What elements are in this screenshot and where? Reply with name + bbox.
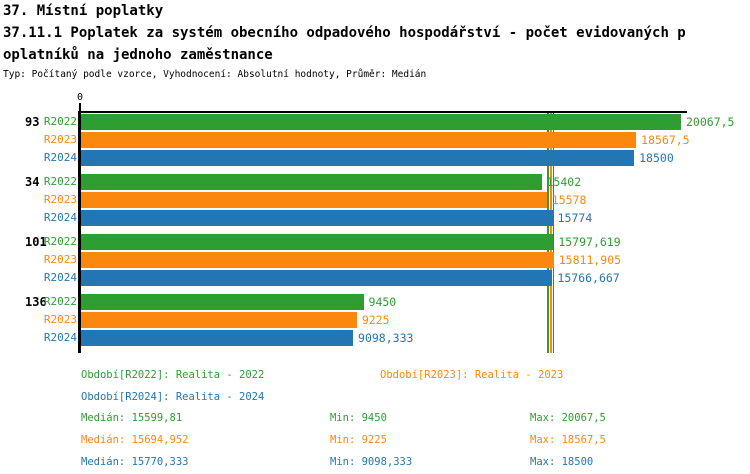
stat-max-r2022: Max: 20067,5 (530, 412, 606, 424)
series-label-r2024: R2024 (43, 151, 77, 164)
chart-subtitle-line1: 37.11.1 Poplatek za systém obecního odpa… (3, 25, 686, 41)
axis-y-line (78, 111, 81, 353)
bar-93-r2022 (81, 114, 681, 130)
series-label-r2024: R2024 (43, 211, 77, 224)
bar-101-r2024 (81, 270, 553, 286)
median-line-r2022 (547, 113, 549, 353)
axis-top-line (79, 111, 687, 113)
stat-max-r2024: Max: 18500 (530, 456, 594, 468)
series-label-r2024: R2024 (43, 271, 77, 284)
bar-34-r2024 (81, 210, 553, 226)
series-label-r2023: R2023 (43, 193, 77, 206)
value-label-34-r2023: 15578 (551, 193, 587, 207)
value-label-34-r2024: 15774 (557, 211, 593, 225)
median-line-r2023 (550, 113, 552, 353)
value-label-93-r2024: 18500 (639, 151, 674, 165)
page-title: 37. Místní poplatky (3, 3, 164, 19)
category-label-34: 34 (25, 175, 40, 189)
stat-min-r2023: Min: 9225 (330, 434, 387, 446)
bar-93-r2024 (81, 150, 635, 166)
value-label-93-r2023: 18567,5 (641, 133, 690, 147)
bar-34-r2022 (81, 174, 542, 190)
value-label-136-r2024: 9098,333 (358, 331, 414, 345)
series-label-r2022: R2022 (43, 175, 77, 188)
stat-min-r2024: Min: 9098,333 (330, 456, 413, 468)
legend-item-r2022: Období[R2022]: Realita - 2022 (81, 369, 265, 381)
chart-meta-line: Typ: Počítaný podle vzorce, Vyhodnocení:… (3, 69, 427, 80)
series-label-r2022: R2022 (43, 295, 77, 308)
bar-136-r2022 (81, 294, 364, 310)
stat-median-r2022: Medián: 15599,81 (81, 412, 183, 424)
stat-min-r2022: Min: 9450 (330, 412, 387, 424)
value-label-136-r2022: 9450 (368, 295, 397, 309)
stat-median-r2023: Medián: 15694,952 (81, 434, 189, 446)
series-label-r2023: R2023 (43, 253, 77, 266)
series-label-r2022: R2022 (43, 235, 77, 248)
series-label-r2022: R2022 (43, 115, 77, 128)
value-label-101-r2022: 15797,619 (558, 235, 621, 249)
series-label-r2024: R2024 (43, 331, 77, 344)
stat-max-r2023: Max: 18567,5 (530, 434, 606, 446)
legend-item-r2024: Období[R2024]: Realita - 2024 (81, 391, 265, 403)
series-label-r2023: R2023 (43, 313, 77, 326)
value-label-93-r2022: 20067,5 (686, 115, 735, 129)
bar-93-r2023 (81, 132, 637, 148)
median-line-r2024 (552, 113, 555, 353)
category-label-136: 136 (25, 295, 47, 309)
axis-tick (79, 103, 81, 111)
bar-101-r2022 (81, 234, 554, 250)
value-label-101-r2023: 15811,905 (558, 253, 622, 267)
chart-subtitle-line2: oplatníků na jednoho zaměstnance (3, 47, 273, 63)
category-label-101: 101 (25, 235, 47, 249)
bar-136-r2024 (81, 330, 354, 346)
bar-34-r2023 (81, 192, 547, 208)
axis-zero-label: 0 (76, 92, 84, 103)
series-label-r2023: R2023 (43, 133, 77, 146)
legend-item-r2023: Období[R2023]: Realita - 2023 (380, 369, 564, 381)
category-label-93: 93 (25, 115, 40, 129)
bar-101-r2023 (81, 252, 554, 268)
stat-median-r2024: Medián: 15770,333 (81, 456, 189, 468)
value-label-34-r2022: 15402 (546, 175, 582, 189)
bar-136-r2023 (81, 312, 357, 328)
value-label-136-r2023: 9225 (361, 313, 390, 327)
value-label-101-r2024: 15766,667 (557, 271, 620, 285)
